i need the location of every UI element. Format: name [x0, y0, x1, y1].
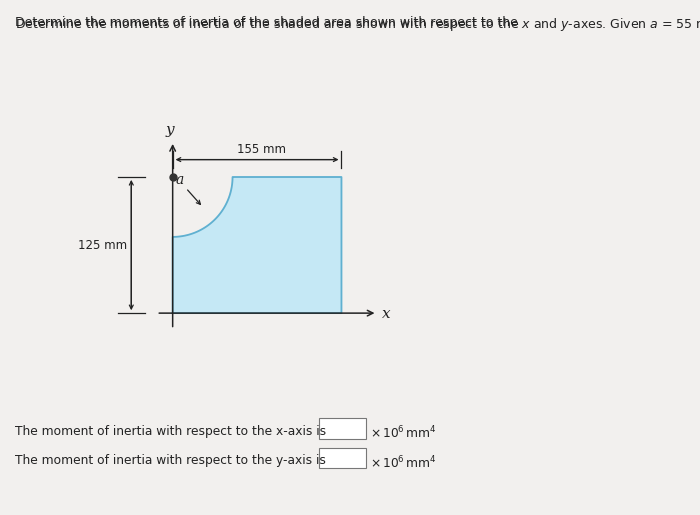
- Text: Determine the moments of inertia of the shaded area shown with respect to the $x: Determine the moments of inertia of the …: [15, 16, 700, 33]
- Text: The moment of inertia with respect to the x-axis is: The moment of inertia with respect to th…: [15, 425, 326, 438]
- Text: The moment of inertia with respect to the y-axis is: The moment of inertia with respect to th…: [15, 454, 326, 467]
- Text: $\times\,10^6\,\mathrm{mm}^4$: $\times\,10^6\,\mathrm{mm}^4$: [370, 454, 437, 471]
- Text: Determine the moments of inertia of the shaded area shown with respect to the: Determine the moments of inertia of the …: [15, 16, 522, 29]
- Text: a: a: [175, 173, 183, 187]
- Text: y: y: [165, 123, 174, 136]
- Text: x: x: [382, 307, 391, 321]
- Text: $\times\,10^6\,\mathrm{mm}^4$: $\times\,10^6\,\mathrm{mm}^4$: [370, 425, 437, 441]
- Text: 155 mm: 155 mm: [237, 143, 286, 157]
- Polygon shape: [173, 177, 342, 313]
- Text: 125 mm: 125 mm: [78, 238, 127, 251]
